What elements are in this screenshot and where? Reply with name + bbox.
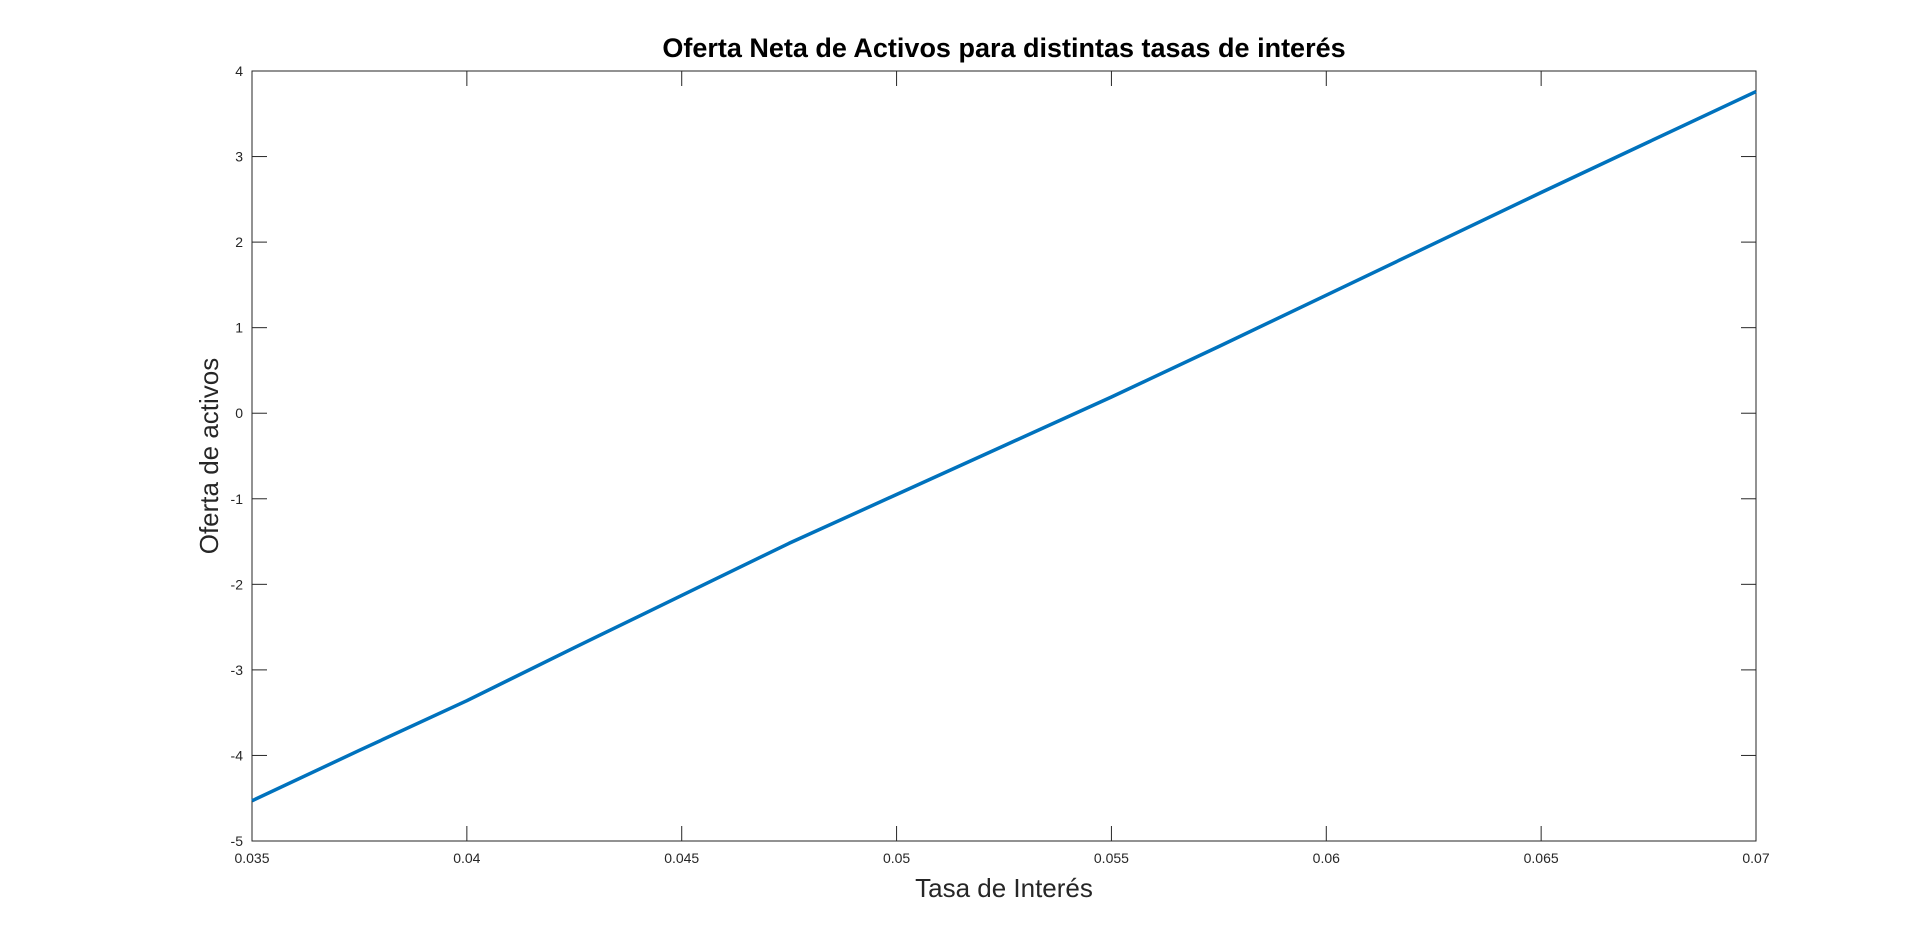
plot-area [251,70,1757,842]
x-tick-label: 0.06 [1313,850,1340,866]
y-tick-label: 2 [235,234,243,250]
x-tick-label: 0.065 [1524,850,1559,866]
series-layer [251,89,1757,803]
y-tick-label: 4 [235,63,243,79]
x-tick-label: 0.05 [883,850,910,866]
x-tick-label: 0.07 [1742,850,1769,866]
axes: 0.035 0.04 0.045 0.05 0.055 0.06 0.065 0.07 -5 -4… [231,63,1770,866]
y-tick-label: -2 [231,576,244,592]
y-axis-label: Oferta de activos [194,358,224,555]
y-tick-label: -4 [231,747,244,763]
y-tick-label: 0 [235,405,243,421]
x-tick-label: 0.035 [234,850,269,866]
x-axis-label: Tasa de Interés [915,873,1093,903]
y-tick-label: -1 [231,491,244,507]
x-tick-label: 0.045 [664,850,699,866]
x-tick-label: 0.04 [453,850,480,866]
y-tick-label: -5 [231,833,244,849]
y-tick-label: 3 [235,149,243,165]
y-tick-label: -3 [231,662,244,678]
y-tick-label: 1 [235,320,243,336]
series-line-0 [251,89,1757,803]
x-tick-label: 0.055 [1094,850,1129,866]
chart-title: Oferta Neta de Activos para distintas ta… [662,33,1345,63]
